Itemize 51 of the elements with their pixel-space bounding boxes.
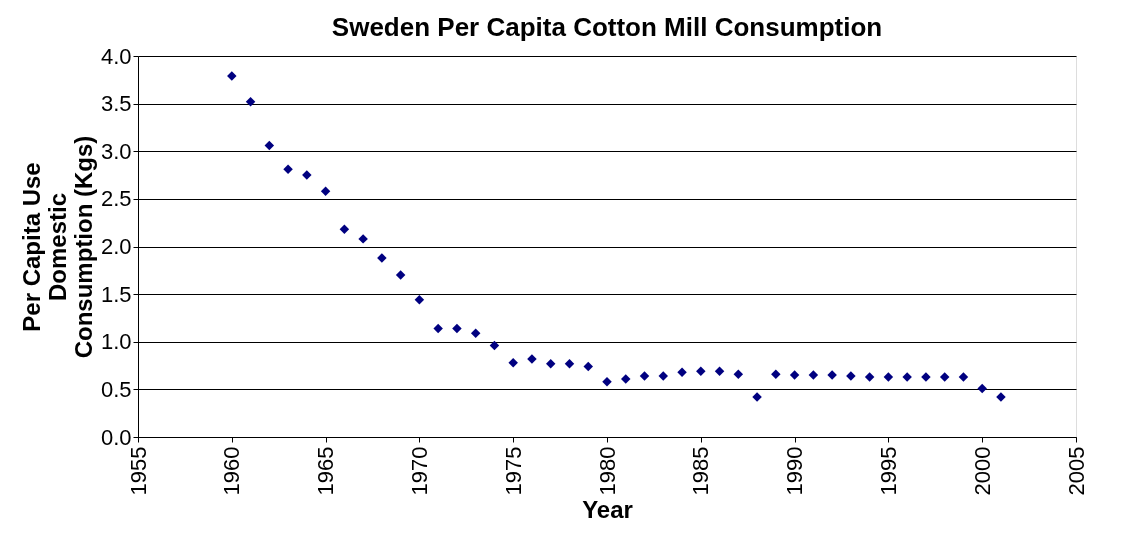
point xyxy=(864,372,875,382)
point xyxy=(733,369,744,379)
point xyxy=(789,370,800,380)
point xyxy=(264,140,275,151)
point xyxy=(696,366,706,377)
point xyxy=(414,295,425,305)
point xyxy=(433,323,443,334)
y-tick-label: 1.5 xyxy=(100,281,132,307)
x-tick-label: 1980 xyxy=(594,446,620,496)
point xyxy=(339,224,350,235)
point xyxy=(283,164,293,175)
point xyxy=(658,371,669,381)
x-tick-label: 1990 xyxy=(782,446,808,496)
point xyxy=(883,372,894,382)
y-tick-label: 2.5 xyxy=(100,186,132,212)
point xyxy=(245,96,256,107)
chart-title: Sweden Per Capita Cotton Mill Consumption xyxy=(331,12,883,42)
y-tick-label: 0.5 xyxy=(100,376,132,402)
point xyxy=(320,186,331,196)
point xyxy=(508,357,518,368)
point xyxy=(545,358,556,369)
x-tick-label: 2005 xyxy=(1063,446,1089,496)
point xyxy=(621,374,631,384)
y-tick-label: 3.5 xyxy=(100,91,132,117)
x-tick-label: 1970 xyxy=(406,446,432,496)
x-tick-label: 1965 xyxy=(313,446,339,496)
y-axis-title: Per Capita Use Domestic Consumption (Kgs) xyxy=(17,135,97,359)
point xyxy=(939,372,950,382)
x-tick-label: 1960 xyxy=(219,446,245,496)
point xyxy=(714,366,725,377)
x-tick-label: 1985 xyxy=(688,446,714,496)
point xyxy=(639,371,650,381)
point xyxy=(808,370,819,380)
y-tick-label: 2.0 xyxy=(100,234,132,259)
x-tick-label: 2000 xyxy=(969,446,995,496)
y-tick-label: 4.0 xyxy=(100,43,132,69)
point xyxy=(977,383,987,394)
point xyxy=(564,358,575,369)
point xyxy=(395,270,406,280)
point xyxy=(489,340,500,351)
point xyxy=(583,361,593,372)
x-tick-label: 1975 xyxy=(500,446,526,496)
point xyxy=(771,369,781,379)
point xyxy=(958,372,969,382)
y-tick-label: 1.0 xyxy=(100,329,132,355)
y-tick-label: 3.0 xyxy=(100,138,132,164)
point xyxy=(452,323,462,334)
x-tick-label: 1995 xyxy=(875,446,901,496)
point xyxy=(677,367,687,377)
x-axis-title: Year xyxy=(582,496,633,524)
point xyxy=(470,328,481,338)
